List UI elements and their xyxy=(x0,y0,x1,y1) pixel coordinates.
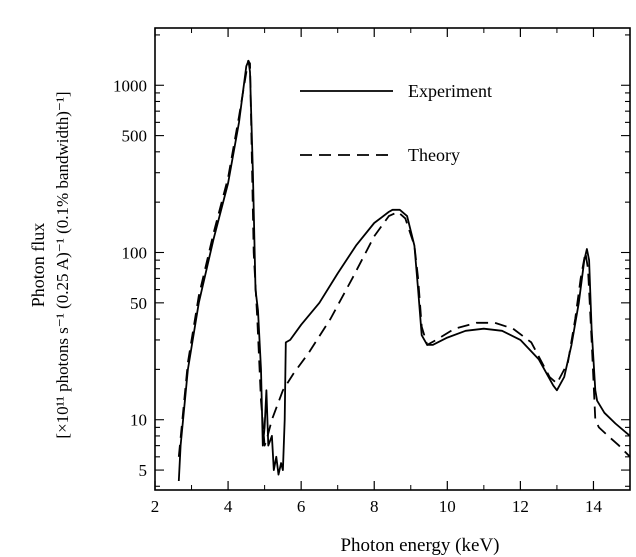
x-tick-label: 4 xyxy=(224,497,233,516)
axis-ticks: 2 4 6 8 10 12 14 5 10 50 100 500 1000 xyxy=(113,28,630,516)
legend-label-experiment: Experiment xyxy=(408,81,492,101)
y-axis-label-line1: Photon flux xyxy=(28,223,48,308)
x-tick-label: 2 xyxy=(151,497,160,516)
x-tick-label: 8 xyxy=(370,497,379,516)
series-line-theory xyxy=(177,59,631,458)
data-series xyxy=(177,59,631,482)
y-axis-label-line2: [×10¹¹ photons s⁻¹ (0.25 A)⁻¹ (0.1% band… xyxy=(53,91,72,438)
y-tick-label: 50 xyxy=(130,294,147,313)
x-tick-label: 10 xyxy=(439,497,456,516)
x-tick-label: 12 xyxy=(512,497,529,516)
y-tick-label: 5 xyxy=(139,461,148,480)
legend: Experiment Theory xyxy=(300,81,492,165)
y-tick-label: 500 xyxy=(122,127,148,146)
y-tick-label: 100 xyxy=(122,243,148,262)
x-axis-label: Photon energy (keV) xyxy=(340,535,499,556)
legend-label-theory: Theory xyxy=(408,145,460,165)
y-tick-label: 1000 xyxy=(113,76,147,95)
series-line-experiment xyxy=(177,59,631,482)
y-tick-label: 10 xyxy=(130,411,147,430)
plot-frame xyxy=(154,27,631,491)
x-tick-label: 6 xyxy=(297,497,306,516)
x-tick-label: 14 xyxy=(585,497,603,516)
